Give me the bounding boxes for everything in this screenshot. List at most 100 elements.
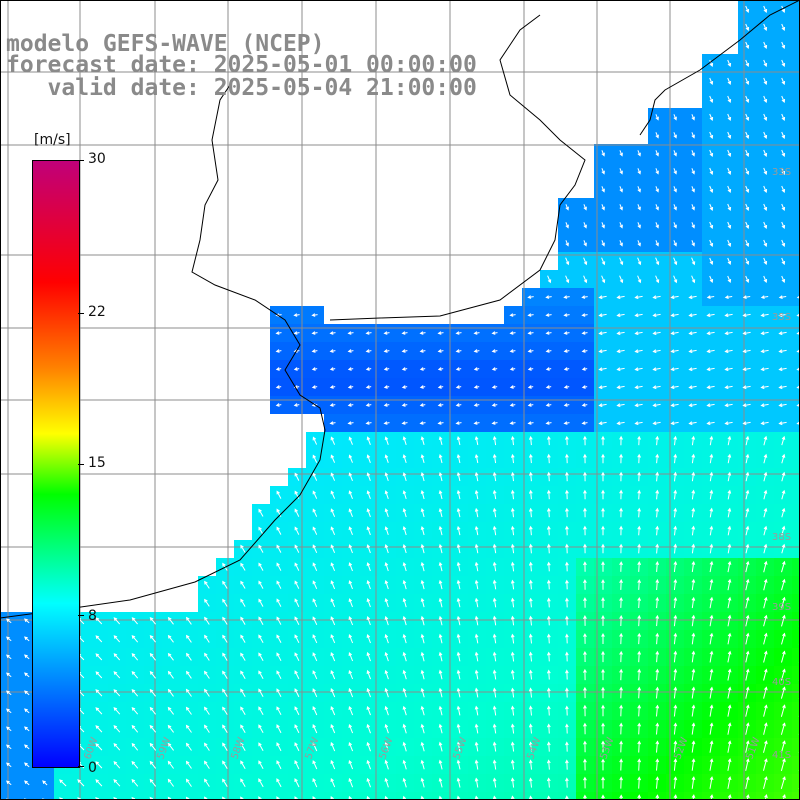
wind-arrow — [637, 614, 642, 627]
wind-arrow — [565, 615, 569, 626]
wind-arrow — [691, 525, 696, 536]
wind-arrow — [581, 421, 588, 425]
wind-arrow — [763, 131, 768, 139]
wind-arrow — [222, 724, 228, 733]
wind-arrow — [438, 705, 443, 716]
wind-arrow — [276, 490, 282, 499]
wind-arrow — [366, 454, 371, 463]
wind-arrow — [601, 615, 605, 626]
wind-arrow — [619, 168, 623, 175]
wind-arrow — [492, 723, 497, 734]
wind-arrow — [637, 186, 641, 193]
wind-arrow — [438, 471, 443, 482]
wind-arrow — [528, 723, 533, 734]
wind-arrow — [565, 705, 569, 716]
wind-arrow — [691, 650, 696, 663]
wind-arrow — [420, 561, 425, 572]
wind-arrow — [402, 741, 407, 752]
wind-arrow — [745, 113, 750, 121]
wind-arrow — [709, 221, 714, 229]
wind-arrow — [763, 95, 768, 103]
wind-arrow — [546, 453, 551, 464]
latitude-label: 38S — [772, 532, 791, 543]
wind-arrow — [420, 633, 425, 644]
wind-arrow — [527, 349, 534, 353]
wind-arrow — [673, 240, 677, 247]
wind-arrow — [420, 436, 425, 446]
wind-arrow — [565, 525, 569, 536]
wind-arrow — [691, 578, 696, 591]
wind-arrow — [437, 385, 444, 389]
wind-arrow — [420, 741, 425, 752]
wind-arrow — [673, 222, 677, 229]
wind-arrow — [294, 778, 300, 788]
wind-arrow — [527, 295, 534, 299]
wind-arrow — [601, 257, 606, 266]
field-cell — [234, 792, 252, 800]
wind-arrow — [727, 275, 732, 283]
wind-arrow — [330, 526, 336, 535]
wind-arrow — [330, 580, 336, 590]
wind-arrow — [59, 779, 67, 787]
wind-arrow — [673, 471, 678, 482]
wind-arrow — [348, 777, 354, 788]
wind-arrow — [258, 544, 264, 553]
wind-arrow — [149, 724, 157, 733]
wind-arrow — [619, 186, 623, 193]
wind-arrow — [294, 580, 300, 589]
wind-arrow — [402, 472, 407, 482]
wind-arrow — [781, 149, 786, 157]
wind-arrow — [673, 132, 677, 139]
wind-arrow — [528, 741, 533, 752]
wind-arrow — [709, 131, 714, 139]
wind-arrow — [781, 275, 786, 283]
wind-arrow — [312, 706, 318, 716]
wind-arrow — [384, 795, 389, 800]
wind-arrow — [637, 596, 642, 609]
wind-arrow — [276, 742, 282, 752]
wind-arrow — [601, 507, 605, 518]
wind-arrow — [366, 526, 371, 536]
wind-arrow — [673, 150, 677, 157]
wind-arrow — [727, 614, 732, 627]
wind-arrow — [510, 579, 515, 590]
wind-arrow — [492, 435, 497, 446]
wind-arrow — [637, 722, 642, 735]
wind-arrow — [5, 690, 12, 696]
wind-arrow — [565, 777, 569, 788]
wind-arrow — [348, 580, 353, 590]
wind-arrow — [727, 239, 732, 247]
wind-arrow — [258, 616, 264, 625]
wind-arrow — [598, 385, 607, 390]
wind-arrow — [691, 453, 696, 464]
wind-arrow — [167, 742, 174, 751]
wind-arrow — [167, 760, 175, 769]
wind-arrow — [745, 740, 750, 753]
wind-arrow — [384, 777, 389, 788]
wind-arrow — [780, 758, 786, 772]
wind-arrow — [527, 403, 534, 407]
wind-arrow — [691, 204, 695, 211]
field-cell — [792, 54, 800, 72]
wind-arrow — [745, 435, 750, 446]
field-cell — [324, 792, 342, 800]
wind-arrow — [727, 525, 732, 536]
wind-arrow — [688, 295, 697, 300]
wind-arrows — [5, 5, 800, 800]
wind-arrow — [546, 597, 551, 608]
wind-arrow — [455, 367, 462, 371]
field-cell — [792, 216, 800, 234]
wind-arrow — [438, 436, 443, 446]
wind-arrow — [113, 671, 121, 679]
wind-arrow — [545, 403, 552, 407]
wind-arrow — [670, 295, 679, 300]
wind-arrow — [763, 221, 768, 229]
wind-arrow — [401, 403, 408, 407]
wind-arrow — [312, 760, 318, 770]
wind-arrow — [709, 596, 714, 609]
wind-arrow — [637, 758, 642, 771]
wind-arrow — [724, 367, 733, 372]
wind-arrow — [527, 331, 534, 335]
wind-arrow — [673, 114, 677, 121]
wind-arrow — [348, 472, 353, 481]
